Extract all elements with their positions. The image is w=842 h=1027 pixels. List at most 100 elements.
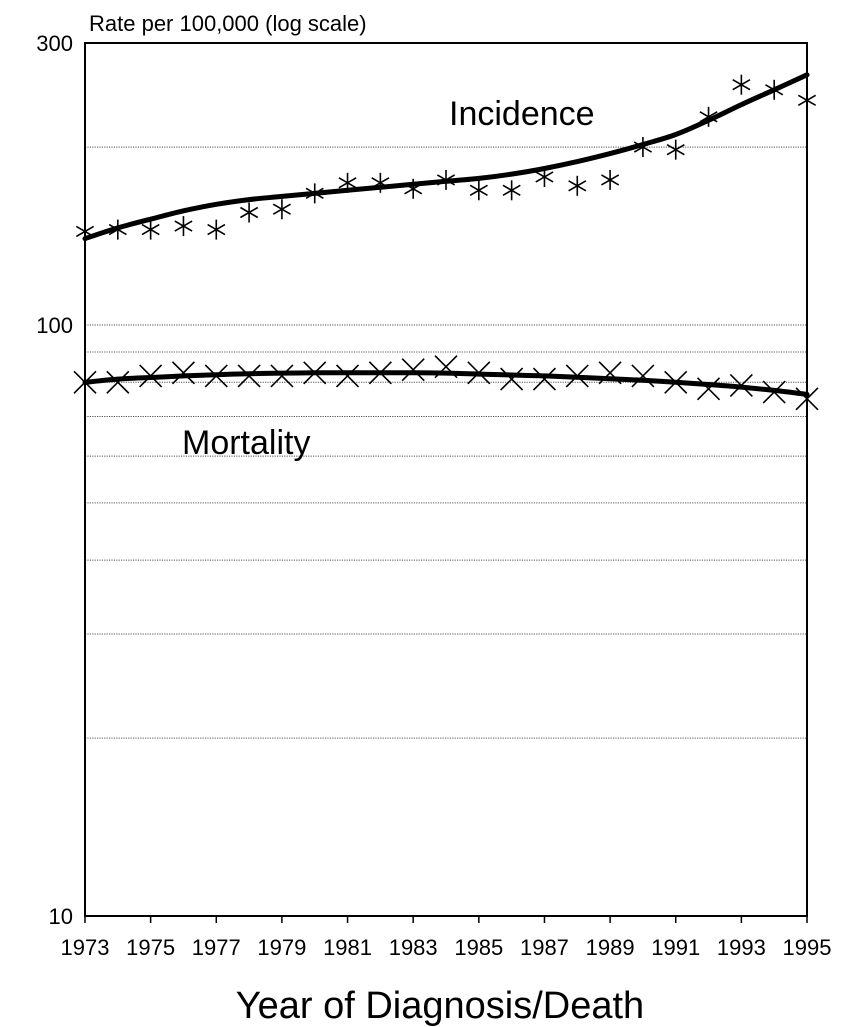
asterisk-stroke	[699, 111, 718, 123]
x-marker-stroke	[467, 361, 491, 385]
x-tick-label: 1977	[192, 935, 241, 960]
x-marker-stroke	[401, 358, 425, 382]
y-tick-label: 100	[36, 313, 73, 338]
plot-area-frame	[84, 42, 808, 917]
x-marker-stroke	[696, 377, 721, 401]
x-tick-label: 1989	[586, 935, 635, 960]
data-point-incidence	[797, 90, 817, 111]
asterisk-stroke	[305, 187, 324, 200]
data-point-incidence	[436, 169, 456, 190]
data-point-mortality	[467, 361, 491, 385]
x-tick-label: 1995	[783, 935, 832, 960]
x-marker-stroke	[139, 364, 163, 388]
asterisk-stroke	[469, 184, 488, 196]
series-annotation-incidence: Incidence	[449, 95, 595, 133]
x-tick-label: 1981	[323, 935, 372, 960]
data-point-incidence	[502, 180, 521, 201]
asterisk-stroke	[404, 183, 423, 195]
data-point-incidence	[699, 106, 718, 127]
data-point-mortality	[368, 361, 392, 385]
x-axis-label: Year of Diagnosis/Death	[236, 985, 644, 1027]
x-tick-label: 1993	[717, 935, 766, 960]
data-point-incidence	[338, 172, 357, 193]
data-point-mortality	[762, 380, 786, 404]
x-marker-stroke	[106, 370, 130, 394]
data-point-mortality	[795, 387, 819, 411]
data-point-incidence	[240, 202, 259, 223]
asterisk-stroke	[240, 206, 259, 219]
x-marker-stroke	[631, 364, 655, 388]
y-tick-label: 300	[36, 31, 73, 56]
data-point-incidence	[666, 139, 685, 160]
data-point-mortality	[106, 370, 130, 394]
data-point-mortality	[270, 364, 294, 388]
y-axis-label: Rate per 100,000 (log scale)	[89, 11, 367, 36]
x-marker-stroke	[565, 364, 589, 388]
series-annotation-mortality: Mortality	[182, 424, 310, 462]
asterisk-stroke	[765, 84, 784, 96]
x-marker-stroke	[368, 361, 392, 385]
x-marker-stroke	[270, 364, 294, 388]
x-tick-labels: 1973 1975 1977 1979 1981 1983 1985 1987 1989 1991…	[61, 916, 832, 960]
data-point-incidence	[141, 219, 160, 240]
data-point-incidence	[469, 180, 488, 201]
gridlines	[85, 146, 807, 739]
data-point-mortality	[598, 361, 622, 385]
data-point-incidence	[568, 175, 587, 196]
x-tick-label: 1979	[257, 935, 306, 960]
data-point-incidence	[404, 178, 423, 199]
data-point-incidence	[174, 216, 193, 237]
asterisk-stroke	[207, 223, 226, 236]
x-marker-stroke	[795, 387, 819, 411]
x-tick-label: 1973	[61, 935, 110, 960]
data-point-mortality	[729, 373, 753, 398]
data-point-mortality	[335, 364, 360, 388]
data-point-incidence	[305, 183, 324, 204]
x-tick-label: 1975	[126, 935, 175, 960]
data-point-mortality	[73, 370, 97, 394]
x-marker-stroke	[204, 364, 228, 388]
data-point-incidence	[732, 74, 751, 95]
x-marker-stroke	[762, 380, 786, 404]
data-point-incidence	[207, 219, 226, 240]
asterisk-stroke	[371, 177, 390, 189]
data-point-mortality	[303, 361, 327, 385]
data-point-incidence	[633, 137, 652, 158]
asterisk-stroke	[502, 184, 521, 196]
asterisk-stroke	[174, 220, 193, 232]
x-marker-stroke	[664, 370, 688, 394]
data-point-incidence	[765, 79, 784, 100]
asterisk-stroke	[732, 79, 751, 91]
data-point-incidence	[108, 219, 127, 240]
asterisk-stroke	[535, 171, 554, 183]
asterisk-stroke	[75, 225, 95, 238]
y-tick-label: 10	[49, 904, 73, 929]
x-marker-stroke	[434, 355, 458, 379]
data-point-incidence	[75, 221, 95, 242]
data-point-mortality	[664, 370, 688, 394]
x-marker-stroke	[335, 364, 360, 388]
asterisk-stroke	[338, 177, 357, 189]
trend-line-incidence	[82, 72, 810, 242]
asterisk-stroke	[666, 143, 685, 156]
data-point-mortality	[139, 364, 163, 388]
data-point-mortality	[532, 367, 557, 391]
x-tick-label: 1985	[454, 935, 503, 960]
asterisk-stroke	[108, 223, 127, 236]
asterisk-stroke	[797, 94, 817, 106]
x-tick-label: 1991	[651, 935, 700, 960]
data-point-mortality	[565, 364, 589, 388]
x-marker-stroke	[598, 361, 622, 385]
data-point-mortality	[171, 361, 196, 385]
data-point-mortality	[237, 364, 261, 388]
data-point-incidence	[601, 169, 620, 190]
trend-lines	[82, 72, 810, 397]
x-marker-stroke	[171, 361, 196, 385]
data-point-mortality	[500, 367, 524, 391]
data-point-incidence	[272, 199, 291, 220]
data-point-mortality	[401, 358, 425, 382]
data-point-mortality	[631, 364, 655, 388]
data-point-mortality	[204, 364, 228, 388]
asterisk-stroke	[141, 223, 160, 236]
